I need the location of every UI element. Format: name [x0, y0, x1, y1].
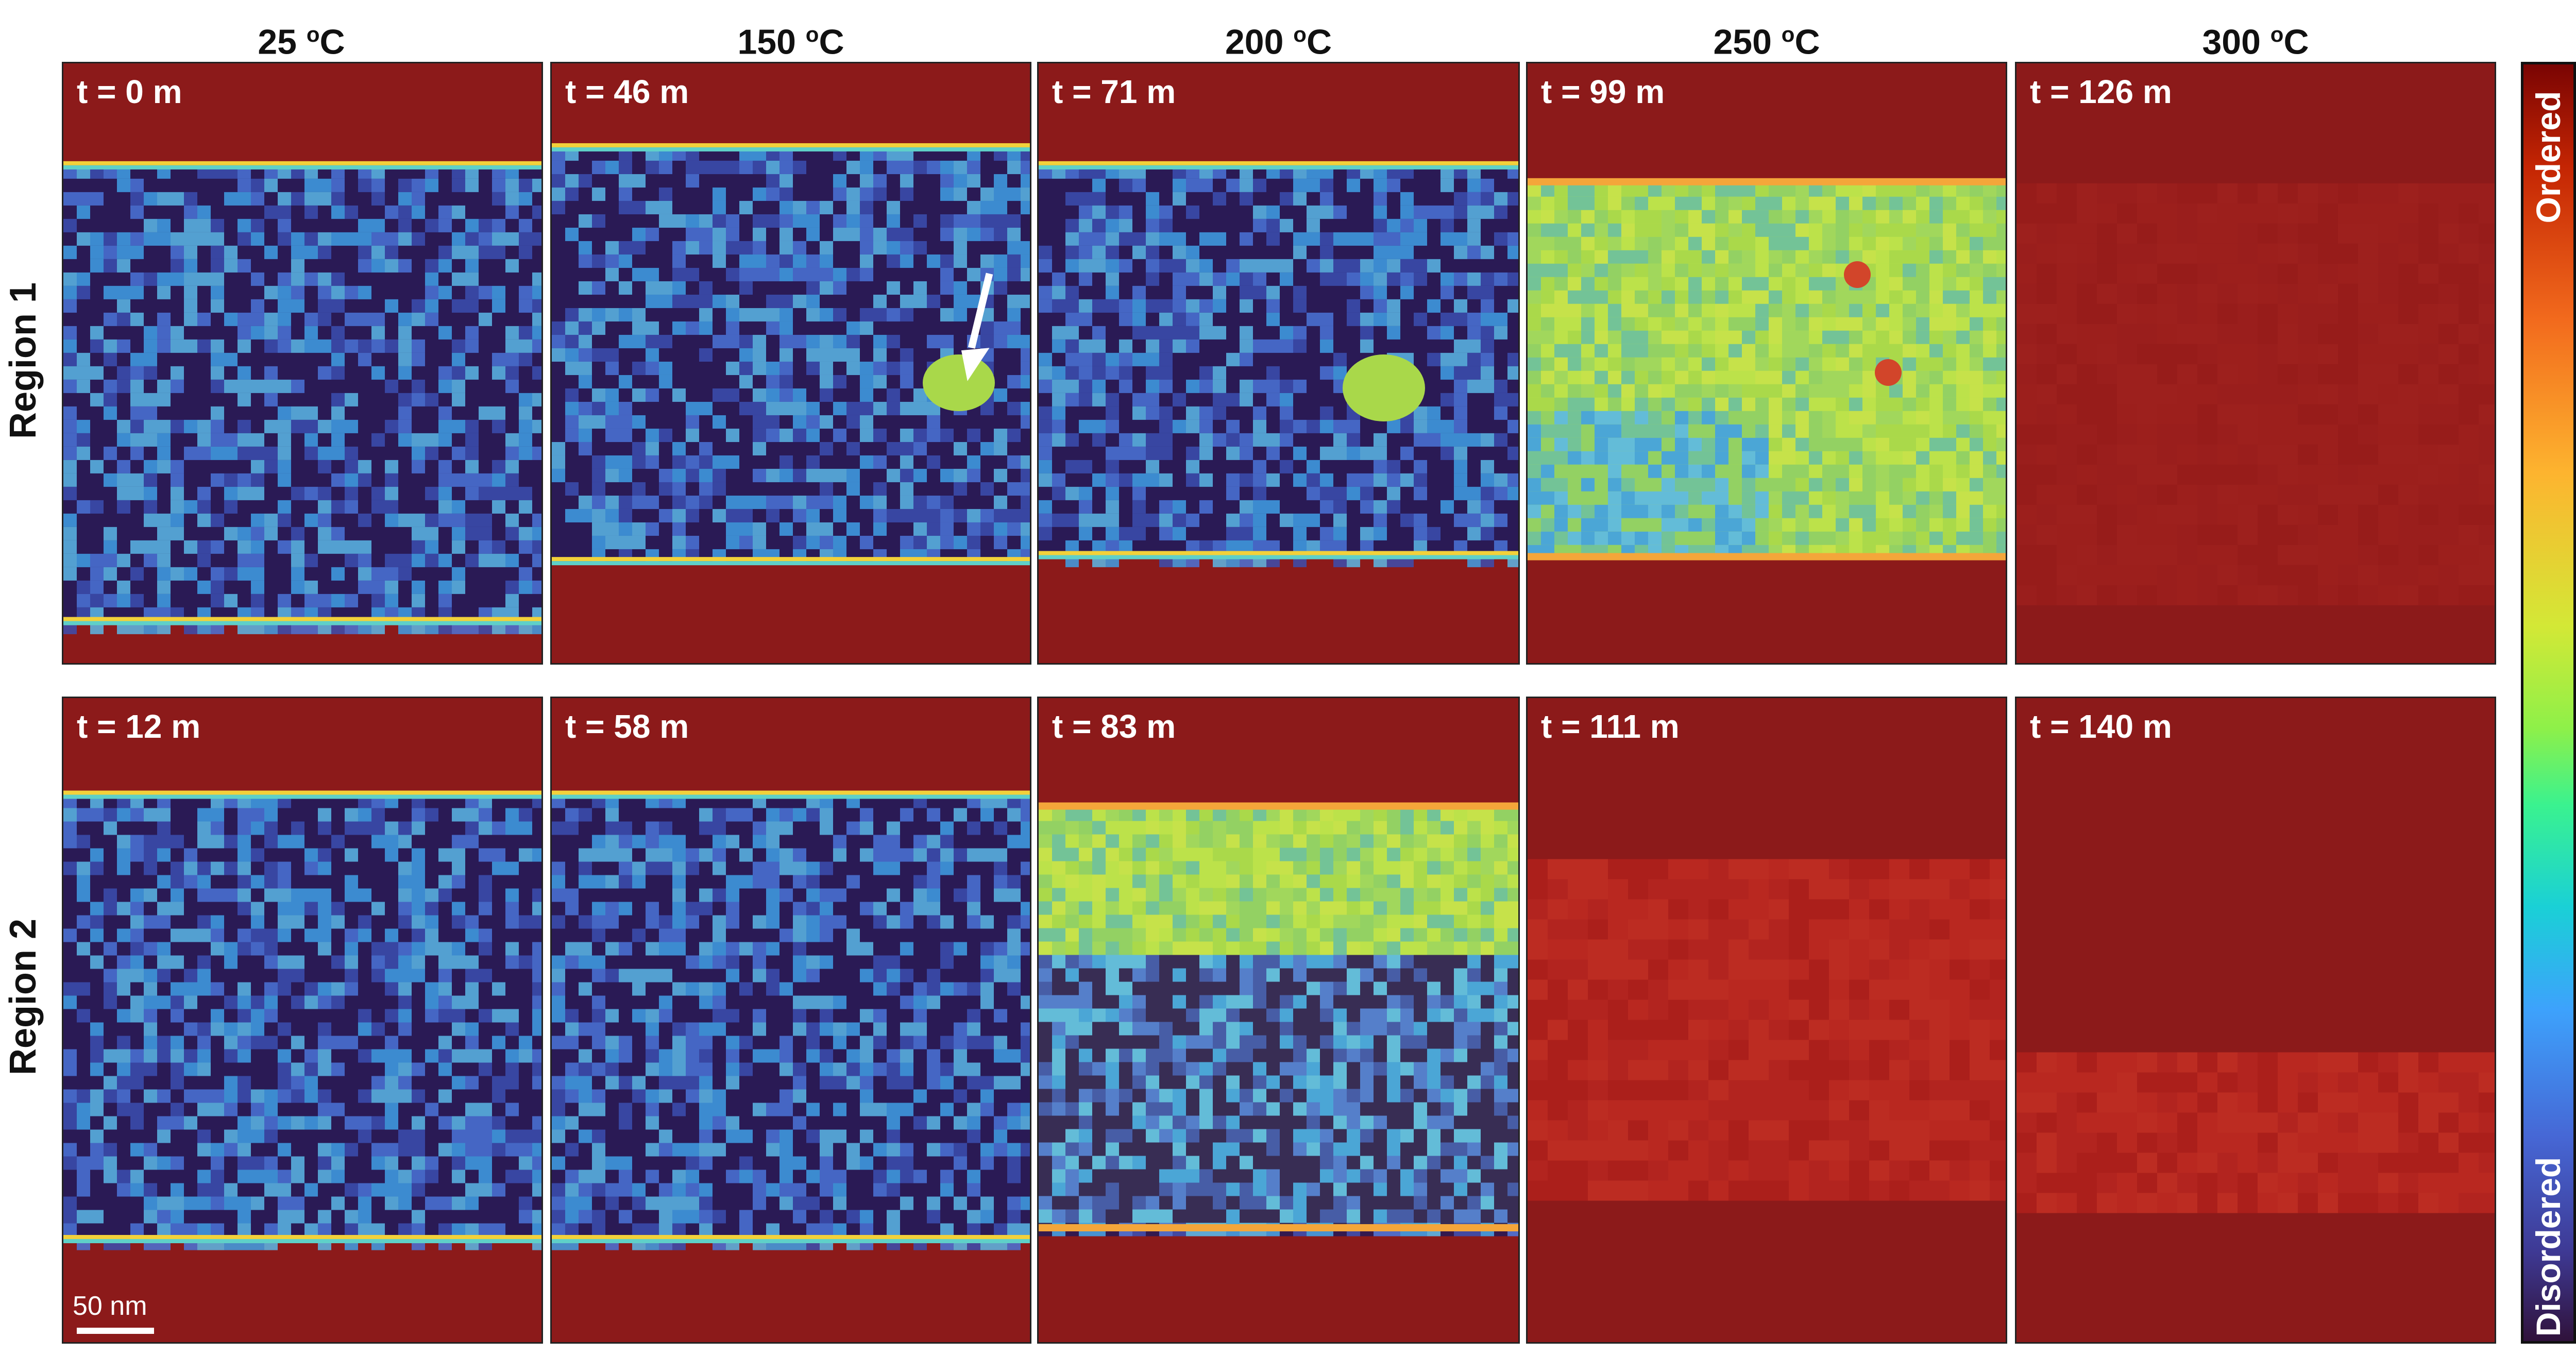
row-label-region-2: Region 2 — [3, 918, 44, 1076]
panel-region1-200c: t = 71 m — [1037, 62, 1520, 665]
column-header-2: 150 oC — [737, 22, 844, 62]
panel-texture — [1039, 698, 1518, 1342]
panel-texture — [552, 698, 1030, 1342]
colorbar-label-ordered: Ordered — [2529, 91, 2567, 224]
colorbar-label-disordered: Disordered — [2529, 1157, 2567, 1337]
time-label: t = 83 m — [1052, 708, 1176, 745]
panel-region2-25c: t = 12 m 50 nm — [62, 697, 543, 1344]
column-header-4: 250 oC — [1713, 22, 1820, 62]
panel-region2-250c: t = 111 m — [1526, 697, 2007, 1344]
panel-texture — [552, 63, 1030, 663]
time-label: t = 111 m — [1541, 708, 1680, 745]
scale-bar — [77, 1328, 154, 1334]
scale-bar-label: 50 nm — [73, 1291, 147, 1321]
row-label-region-1: Region 1 — [3, 282, 44, 439]
panel-texture — [63, 698, 541, 1342]
time-label: t = 71 m — [1052, 73, 1176, 110]
time-label: t = 140 m — [2030, 708, 2172, 745]
time-label: t = 0 m — [77, 73, 182, 110]
column-header-1: 25 oC — [258, 22, 345, 62]
panel-texture — [1528, 698, 2006, 1342]
panel-region2-150c: t = 58 m — [550, 697, 1031, 1344]
panel-region1-25c: t = 0 m — [62, 62, 543, 665]
column-header-5: 300 oC — [2202, 22, 2309, 62]
time-label: t = 99 m — [1541, 73, 1665, 110]
panel-texture — [2016, 63, 2495, 663]
panel-region1-300c: t = 126 m — [2015, 62, 2496, 665]
panel-texture — [63, 63, 541, 663]
panel-region1-150c: t = 46 m — [550, 62, 1031, 665]
time-label: t = 12 m — [77, 708, 201, 745]
time-label: t = 58 m — [565, 708, 689, 745]
panel-region2-300c: t = 140 m — [2015, 697, 2496, 1344]
column-header-3: 200 oC — [1225, 22, 1332, 62]
panel-texture — [2016, 698, 2495, 1342]
time-label: t = 126 m — [2030, 73, 2172, 110]
panel-region1-250c: t = 99 m — [1526, 62, 2007, 665]
time-label: t = 46 m — [565, 73, 689, 110]
panel-region2-200c: t = 83 m — [1037, 697, 1520, 1344]
panel-texture — [1528, 63, 2006, 663]
panel-texture — [1039, 63, 1518, 663]
colorbar — [2521, 62, 2576, 1344]
